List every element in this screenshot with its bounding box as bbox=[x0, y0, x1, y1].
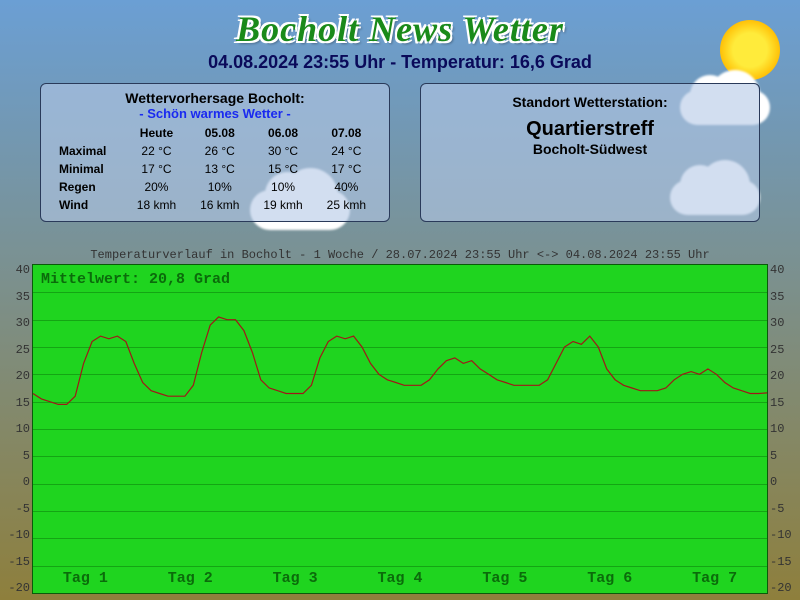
forecast-table: Heute05.0806.0807.08 Maximal22 °C26 °C30… bbox=[51, 123, 379, 215]
page-title: Bocholt News Wetter bbox=[0, 0, 800, 50]
forecast-title: Wettervorhersage Bocholt: bbox=[51, 90, 379, 106]
chart-plot: Mittelwert: 20,8 Grad Tag 1Tag 2Tag 3Tag… bbox=[32, 264, 768, 594]
y-axis-right: 40 35 30 25 20 15 10 5 0 -5 -10 -15 -20 bbox=[768, 264, 796, 594]
y-tick: 25 bbox=[6, 344, 30, 356]
y-tick: -15 bbox=[770, 556, 794, 568]
page-subtitle: 04.08.2024 23:55 Uhr - Temperatur: 16,6 … bbox=[0, 52, 800, 73]
y-tick: 35 bbox=[770, 291, 794, 303]
y-tick: -5 bbox=[770, 503, 794, 515]
y-tick: 10 bbox=[6, 423, 30, 435]
y-tick: 15 bbox=[6, 397, 30, 409]
y-tick: -5 bbox=[6, 503, 30, 515]
y-tick: 25 bbox=[770, 344, 794, 356]
temperature-chart: Temperaturverlauf in Bocholt - 1 Woche /… bbox=[4, 248, 796, 596]
y-tick: 5 bbox=[770, 450, 794, 462]
station-panel: Standort Wetterstation: Quartierstreff B… bbox=[420, 83, 760, 222]
forecast-row: Wind18 kmh16 kmh19 kmh25 kmh bbox=[53, 197, 377, 213]
y-tick: 40 bbox=[770, 264, 794, 276]
y-tick: -20 bbox=[6, 582, 30, 594]
y-tick: 15 bbox=[770, 397, 794, 409]
y-tick: 20 bbox=[6, 370, 30, 382]
line-chart-svg bbox=[33, 265, 767, 593]
forecast-col: 06.08 bbox=[252, 125, 313, 141]
y-tick: 20 bbox=[770, 370, 794, 382]
forecast-col: Heute bbox=[126, 125, 187, 141]
y-tick: 30 bbox=[6, 317, 30, 329]
forecast-col: 07.08 bbox=[316, 125, 377, 141]
forecast-panel: Wettervorhersage Bocholt: - Schön warmes… bbox=[40, 83, 390, 222]
y-axis-left: 40 35 30 25 20 15 10 5 0 -5 -10 -15 -20 bbox=[4, 264, 32, 594]
y-tick: 5 bbox=[6, 450, 30, 462]
forecast-summary: - Schön warmes Wetter - bbox=[51, 106, 379, 121]
y-tick: -10 bbox=[6, 529, 30, 541]
y-tick: 40 bbox=[6, 264, 30, 276]
temperature-line bbox=[33, 317, 767, 405]
y-tick: -10 bbox=[770, 529, 794, 541]
forecast-row: Minimal17 °C13 °C15 °C17 °C bbox=[53, 161, 377, 177]
forecast-col: 05.08 bbox=[189, 125, 250, 141]
forecast-row: Regen20%10%10%40% bbox=[53, 179, 377, 195]
y-tick: 0 bbox=[6, 476, 30, 488]
station-location: Bocholt-Südwest bbox=[431, 141, 749, 157]
y-tick: 10 bbox=[770, 423, 794, 435]
y-tick: 35 bbox=[6, 291, 30, 303]
y-tick: -15 bbox=[6, 556, 30, 568]
chart-title: Temperaturverlauf in Bocholt - 1 Woche /… bbox=[4, 248, 796, 262]
y-tick: 0 bbox=[770, 476, 794, 488]
y-tick: -20 bbox=[770, 582, 794, 594]
y-tick: 30 bbox=[770, 317, 794, 329]
station-title: Standort Wetterstation: bbox=[431, 94, 749, 110]
forecast-row: Maximal22 °C26 °C30 °C24 °C bbox=[53, 143, 377, 159]
station-name: Quartierstreff bbox=[431, 118, 749, 141]
